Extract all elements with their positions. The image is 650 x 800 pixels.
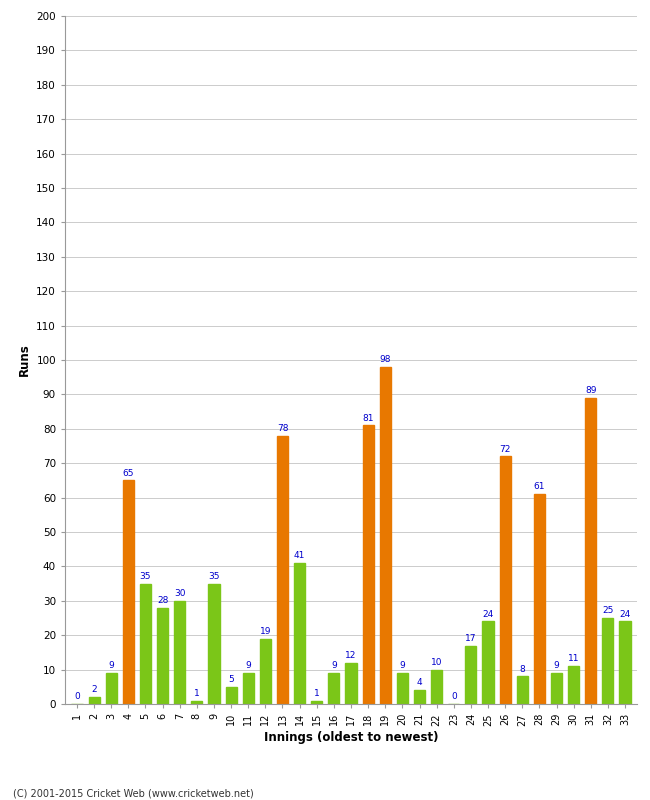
Bar (500, 456, 511, 704)
Text: 24: 24 (619, 610, 630, 618)
Bar (260, 638, 271, 704)
Bar (157, 608, 168, 704)
Text: 28: 28 (157, 596, 168, 605)
Bar (603, 618, 614, 704)
Bar (140, 584, 151, 704)
Text: 9: 9 (554, 662, 560, 670)
Bar (242, 673, 254, 704)
Text: 1: 1 (194, 689, 200, 698)
Bar (414, 690, 425, 704)
Text: 89: 89 (585, 386, 597, 395)
Text: 24: 24 (482, 610, 493, 618)
Text: 2: 2 (91, 686, 97, 694)
Bar (328, 673, 339, 704)
Text: 10: 10 (431, 658, 443, 667)
Bar (551, 673, 562, 704)
Text: 0: 0 (451, 692, 457, 702)
Bar (174, 601, 185, 704)
Y-axis label: Runs: Runs (18, 344, 31, 376)
Text: 35: 35 (140, 572, 151, 581)
Bar (88, 697, 99, 704)
Bar (226, 686, 237, 704)
Text: 8: 8 (519, 665, 525, 674)
Bar (311, 701, 322, 704)
Bar (209, 584, 220, 704)
Text: 5: 5 (228, 675, 234, 684)
Text: 9: 9 (400, 662, 405, 670)
Bar (517, 677, 528, 704)
Text: 35: 35 (208, 572, 220, 581)
Bar (619, 622, 630, 704)
Text: 9: 9 (245, 662, 251, 670)
Text: 98: 98 (380, 355, 391, 364)
Text: 9: 9 (331, 662, 337, 670)
Bar (568, 666, 579, 704)
Text: 81: 81 (363, 414, 374, 422)
Text: 11: 11 (568, 654, 579, 663)
Text: 65: 65 (123, 469, 134, 478)
Text: 61: 61 (534, 482, 545, 491)
Bar (294, 563, 306, 704)
Text: 72: 72 (499, 445, 511, 454)
Text: (C) 2001-2015 Cricket Web (www.cricketweb.net): (C) 2001-2015 Cricket Web (www.cricketwe… (13, 788, 254, 798)
Bar (380, 367, 391, 704)
Bar (465, 646, 476, 704)
Bar (534, 494, 545, 704)
Bar (585, 398, 596, 704)
Text: 17: 17 (465, 634, 476, 642)
Bar (345, 662, 357, 704)
Text: 12: 12 (345, 651, 357, 660)
Text: 30: 30 (174, 589, 185, 598)
Text: 41: 41 (294, 551, 306, 560)
Text: 0: 0 (74, 692, 80, 702)
Bar (431, 670, 442, 704)
Bar (277, 436, 288, 704)
Text: 1: 1 (314, 689, 320, 698)
Bar (396, 673, 408, 704)
Bar (191, 701, 202, 704)
Text: 78: 78 (277, 424, 288, 433)
Bar (363, 426, 374, 704)
Text: 9: 9 (109, 662, 114, 670)
X-axis label: Innings (oldest to newest): Innings (oldest to newest) (264, 731, 438, 744)
Bar (123, 480, 134, 704)
Text: 19: 19 (259, 627, 271, 636)
Text: 25: 25 (602, 606, 614, 615)
Bar (106, 673, 117, 704)
Text: 4: 4 (417, 678, 423, 687)
Bar (482, 622, 493, 704)
